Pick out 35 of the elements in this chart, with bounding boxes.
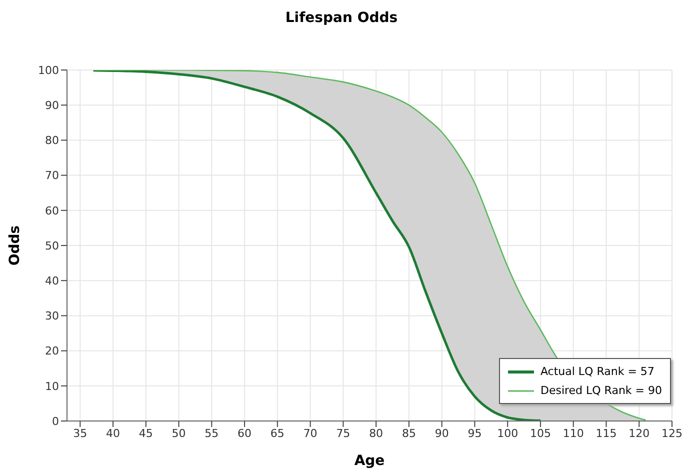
y-tick-label: 30	[45, 310, 59, 323]
x-tick-label: 70	[303, 426, 318, 440]
x-tick-label: 40	[106, 426, 120, 440]
x-tick-label: 125	[662, 426, 682, 440]
x-tick-label: 95	[468, 426, 482, 440]
x-tick-label: 50	[172, 426, 186, 440]
x-tick-label: 100	[497, 426, 518, 440]
y-tick-label: 20	[45, 344, 59, 358]
y-tick-label: 90	[45, 99, 59, 112]
x-tick-label: 75	[336, 426, 350, 440]
x-tick-label: 105	[530, 426, 551, 440]
x-tick-label: 65	[270, 426, 284, 440]
x-tick-label: 85	[402, 426, 416, 440]
x-tick-label: 110	[562, 426, 584, 440]
y-tick-label: 10	[45, 380, 59, 393]
chart-title: Lifespan Odds	[284, 10, 399, 26]
x-tick-label: 90	[434, 426, 449, 440]
legend-label: Desired LQ Rank = 90	[540, 383, 662, 399]
x-tick-label: 60	[238, 426, 252, 440]
x-axis-title: Age	[354, 453, 385, 469]
y-axis-title: Odds	[6, 225, 23, 266]
y-tick-label: 0	[52, 414, 59, 428]
x-tick-label: 55	[204, 426, 219, 440]
y-tick-label: 60	[45, 204, 59, 218]
x-tick-label: 45	[138, 426, 153, 440]
y-tick-label: 100	[38, 64, 59, 77]
y-tick-label: 80	[45, 134, 59, 148]
x-tick-label: 80	[369, 426, 384, 440]
y-tick-label: 70	[45, 169, 59, 182]
y-tick-label: 40	[45, 274, 59, 288]
x-tick-label: 35	[73, 426, 88, 440]
x-tick-label: 120	[628, 426, 650, 440]
x-tick-label: 115	[596, 426, 617, 440]
y-tick-label: 50	[45, 239, 59, 252]
legend-label: Actual LQ Rank = 57	[540, 364, 654, 380]
